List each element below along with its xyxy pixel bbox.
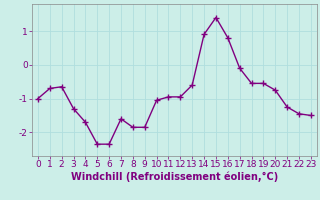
- X-axis label: Windchill (Refroidissement éolien,°C): Windchill (Refroidissement éolien,°C): [71, 172, 278, 182]
